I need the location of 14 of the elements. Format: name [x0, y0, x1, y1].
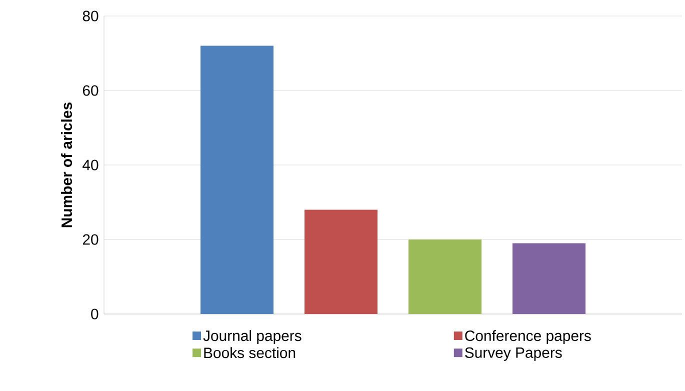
legend-label: Conference papers	[465, 330, 591, 344]
legend-label: Journal papers	[203, 330, 302, 344]
y-tick-label: 20	[82, 234, 98, 245]
y-tick-label: 40	[82, 160, 98, 170]
y-tick-label: 80	[82, 10, 98, 22]
legend-label: Books section	[204, 347, 296, 358]
y-tick-label: 0	[91, 308, 98, 320]
bar	[408, 240, 482, 314]
legend-label: Survey Papers	[465, 347, 562, 361]
bar	[304, 210, 378, 314]
bar	[512, 243, 586, 314]
y-axis-title: Number of aricles	[61, 102, 72, 228]
y-tick-label: 60	[82, 85, 98, 96]
bar	[200, 46, 274, 314]
